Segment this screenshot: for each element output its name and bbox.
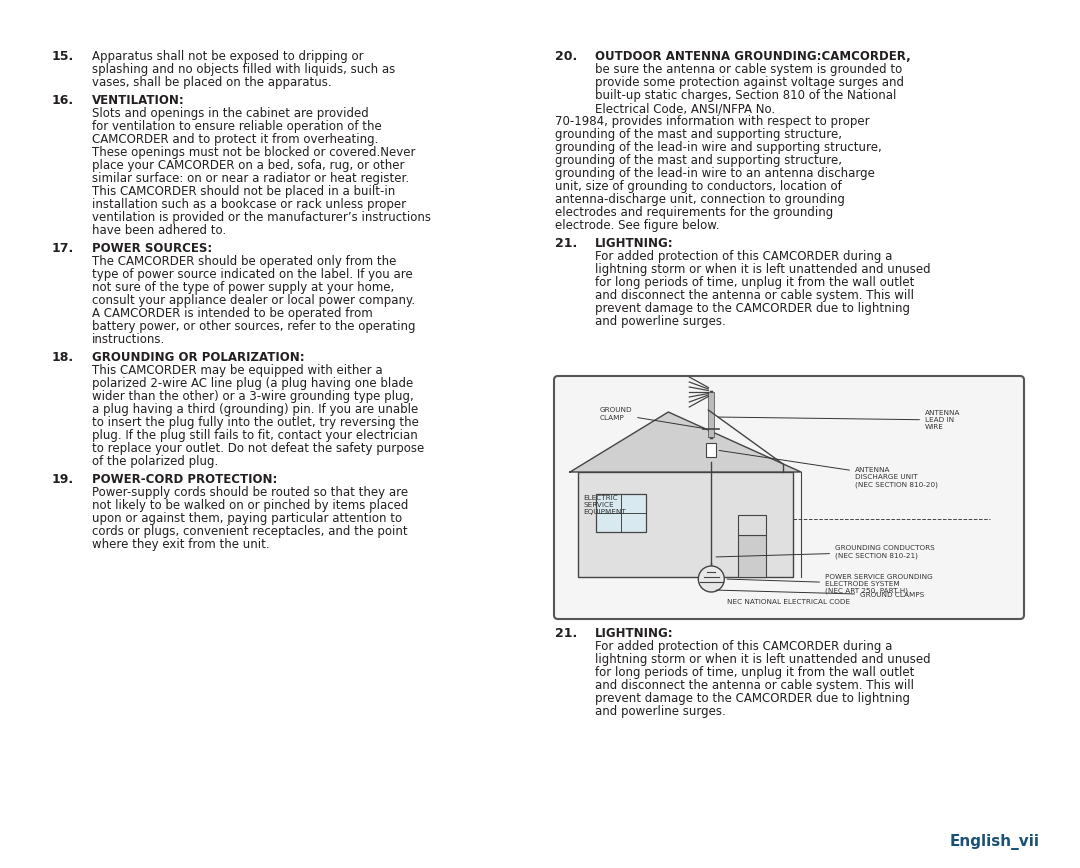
Text: and disconnect the antenna or cable system. This will: and disconnect the antenna or cable syst… <box>595 679 914 692</box>
Text: unit, size of grounding to conductors, location of: unit, size of grounding to conductors, l… <box>555 180 841 193</box>
Text: CAMCORDER and to protect it from overheating.: CAMCORDER and to protect it from overhea… <box>92 133 378 146</box>
Text: built-up static charges, Section 810 of the National: built-up static charges, Section 810 of … <box>595 89 896 102</box>
Text: to replace your outlet. Do not defeat the safety purpose: to replace your outlet. Do not defeat th… <box>92 442 424 455</box>
Text: Slots and openings in the cabinet are provided: Slots and openings in the cabinet are pr… <box>92 107 368 120</box>
Text: English_vii: English_vii <box>950 834 1040 850</box>
Text: grounding of the mast and supporting structure,: grounding of the mast and supporting str… <box>555 154 842 167</box>
Text: OUTDOOR ANTENNA GROUNDING:CAMCORDER,: OUTDOOR ANTENNA GROUNDING:CAMCORDER, <box>595 50 910 63</box>
Text: electrode. See figure below.: electrode. See figure below. <box>555 219 719 232</box>
Text: This CAMCORDER should not be placed in a built-in: This CAMCORDER should not be placed in a… <box>92 185 395 198</box>
Text: and disconnect the antenna or cable system. This will: and disconnect the antenna or cable syst… <box>595 289 914 302</box>
Text: LIGHTNING:: LIGHTNING: <box>595 237 674 250</box>
Bar <box>596 494 646 532</box>
Text: Apparatus shall not be exposed to dripping or: Apparatus shall not be exposed to drippi… <box>92 50 364 63</box>
Text: ventilation is provided or the manufacturer’s instructions: ventilation is provided or the manufactu… <box>92 211 431 224</box>
Text: cords or plugs, convenient receptacles, and the point: cords or plugs, convenient receptacles, … <box>92 525 407 538</box>
Text: be sure the antenna or cable system is grounded to: be sure the antenna or cable system is g… <box>595 63 902 76</box>
Text: prevent damage to the CAMCORDER due to lightning: prevent damage to the CAMCORDER due to l… <box>595 692 910 705</box>
Text: and powerline surges.: and powerline surges. <box>595 315 726 328</box>
Bar <box>738 535 766 577</box>
Text: for long periods of time, unplug it from the wall outlet: for long periods of time, unplug it from… <box>595 666 915 679</box>
Text: 18.: 18. <box>52 351 75 364</box>
Text: 70-1984, provides information with respect to proper: 70-1984, provides information with respe… <box>555 115 869 128</box>
Text: 21.: 21. <box>555 627 577 640</box>
FancyBboxPatch shape <box>554 376 1024 619</box>
Text: have been adhered to.: have been adhered to. <box>92 224 226 237</box>
Text: not sure of the type of power supply at your home,: not sure of the type of power supply at … <box>92 281 394 294</box>
Bar <box>708 392 714 437</box>
Text: 20.: 20. <box>555 50 577 63</box>
Text: type of power source indicated on the label. If you are: type of power source indicated on the la… <box>92 268 413 281</box>
Text: upon or against them, paying particular attention to: upon or against them, paying particular … <box>92 512 402 525</box>
Text: and powerline surges.: and powerline surges. <box>595 705 726 718</box>
Text: NEC NATIONAL ELECTRICAL CODE: NEC NATIONAL ELECTRICAL CODE <box>728 599 851 605</box>
Circle shape <box>699 566 725 592</box>
Text: GROUND CLAMPS: GROUND CLAMPS <box>716 590 924 598</box>
Text: 19.: 19. <box>52 473 75 486</box>
Text: POWER SERVICE GROUNDING
ELECTRODE SYSTEM
(NEC ART 250, PART H): POWER SERVICE GROUNDING ELECTRODE SYSTEM… <box>727 574 933 595</box>
Text: plug. If the plug still fails to fit, contact your electrician: plug. If the plug still fails to fit, co… <box>92 429 418 442</box>
Text: POWER SOURCES:: POWER SOURCES: <box>92 242 213 255</box>
Text: 17.: 17. <box>52 242 75 255</box>
Text: Electrical Code, ANSI/NFPA No.: Electrical Code, ANSI/NFPA No. <box>595 102 775 115</box>
Text: antenna-discharge unit, connection to grounding: antenna-discharge unit, connection to gr… <box>555 193 845 206</box>
Text: battery power, or other sources, refer to the operating: battery power, or other sources, refer t… <box>92 320 416 333</box>
Text: Power-supply cords should be routed so that they are: Power-supply cords should be routed so t… <box>92 486 408 499</box>
Text: 21.: 21. <box>555 237 577 250</box>
Text: vases, shall be placed on the apparatus.: vases, shall be placed on the apparatus. <box>92 76 332 89</box>
Text: grounding of the mast and supporting structure,: grounding of the mast and supporting str… <box>555 128 842 141</box>
Text: grounding of the lead-in wire and supporting structure,: grounding of the lead-in wire and suppor… <box>555 141 881 154</box>
Bar <box>738 515 766 535</box>
Text: POWER-CORD PROTECTION:: POWER-CORD PROTECTION: <box>92 473 278 486</box>
Text: ANTENNA
DISCHARGE UNIT
(NEC SECTION 810-20): ANTENNA DISCHARGE UNIT (NEC SECTION 810-… <box>719 450 937 488</box>
Text: GROUND
CLAMP: GROUND CLAMP <box>599 407 704 429</box>
Text: installation such as a bookcase or rack unless proper: installation such as a bookcase or rack … <box>92 198 406 211</box>
Text: These openings must not be blocked or covered.Never: These openings must not be blocked or co… <box>92 146 416 159</box>
Text: electrodes and requirements for the grounding: electrodes and requirements for the grou… <box>555 206 834 219</box>
Text: provide some protection against voltage surges and: provide some protection against voltage … <box>595 76 904 89</box>
Text: For added protection of this CAMCORDER during a: For added protection of this CAMCORDER d… <box>595 250 892 263</box>
Text: GROUNDING CONDUCTORS
(NEC SECTION 810-21): GROUNDING CONDUCTORS (NEC SECTION 810-21… <box>716 545 935 559</box>
Text: For added protection of this CAMCORDER during a: For added protection of this CAMCORDER d… <box>595 640 892 653</box>
Text: consult your appliance dealer or local power company.: consult your appliance dealer or local p… <box>92 294 415 307</box>
Text: 15.: 15. <box>52 50 75 63</box>
Text: to insert the plug fully into the outlet, try reversing the: to insert the plug fully into the outlet… <box>92 416 419 429</box>
Text: grounding of the lead-in wire to an antenna discharge: grounding of the lead-in wire to an ante… <box>555 167 875 180</box>
Text: The CAMCORDER should be operated only from the: The CAMCORDER should be operated only fr… <box>92 255 396 268</box>
Polygon shape <box>570 412 801 472</box>
Text: lightning storm or when it is left unattended and unused: lightning storm or when it is left unatt… <box>595 263 931 276</box>
Text: This CAMCORDER may be equipped with either a: This CAMCORDER may be equipped with eith… <box>92 364 382 377</box>
Text: a plug having a third (grounding) pin. If you are unable: a plug having a third (grounding) pin. I… <box>92 403 418 416</box>
Text: polarized 2-wire AC line plug (a plug having one blade: polarized 2-wire AC line plug (a plug ha… <box>92 377 414 390</box>
Text: for long periods of time, unplug it from the wall outlet: for long periods of time, unplug it from… <box>595 276 915 289</box>
Text: ELECTRIC
SERVICE
EQUIPMENT: ELECTRIC SERVICE EQUIPMENT <box>583 495 625 515</box>
Text: VENTILATION:: VENTILATION: <box>92 94 185 107</box>
Text: instructions.: instructions. <box>92 333 165 346</box>
Text: not likely to be walked on or pinched by items placed: not likely to be walked on or pinched by… <box>92 499 408 512</box>
Text: ANTENNA
LEAD IN
WIRE: ANTENNA LEAD IN WIRE <box>718 410 960 430</box>
Text: of the polarized plug.: of the polarized plug. <box>92 455 218 468</box>
Text: wider than the other) or a 3-wire grounding type plug,: wider than the other) or a 3-wire ground… <box>92 390 414 403</box>
Text: for ventilation to ensure reliable operation of the: for ventilation to ensure reliable opera… <box>92 120 381 133</box>
Text: LIGHTNING:: LIGHTNING: <box>595 627 674 640</box>
Text: place your CAMCORDER on a bed, sofa, rug, or other: place your CAMCORDER on a bed, sofa, rug… <box>92 159 405 172</box>
Text: GROUNDING OR POLARIZATION:: GROUNDING OR POLARIZATION: <box>92 351 305 364</box>
Text: similar surface: on or near a radiator or heat register.: similar surface: on or near a radiator o… <box>92 172 409 185</box>
Bar <box>578 472 793 577</box>
Text: 16.: 16. <box>52 94 75 107</box>
Text: splashing and no objects filled with liquids, such as: splashing and no objects filled with liq… <box>92 63 395 76</box>
Text: lightning storm or when it is left unattended and unused: lightning storm or when it is left unatt… <box>595 653 931 666</box>
Bar <box>706 443 716 457</box>
Text: prevent damage to the CAMCORDER due to lightning: prevent damage to the CAMCORDER due to l… <box>595 302 910 315</box>
Text: where they exit from the unit.: where they exit from the unit. <box>92 538 270 551</box>
Text: A CAMCORDER is intended to be operated from: A CAMCORDER is intended to be operated f… <box>92 307 373 320</box>
